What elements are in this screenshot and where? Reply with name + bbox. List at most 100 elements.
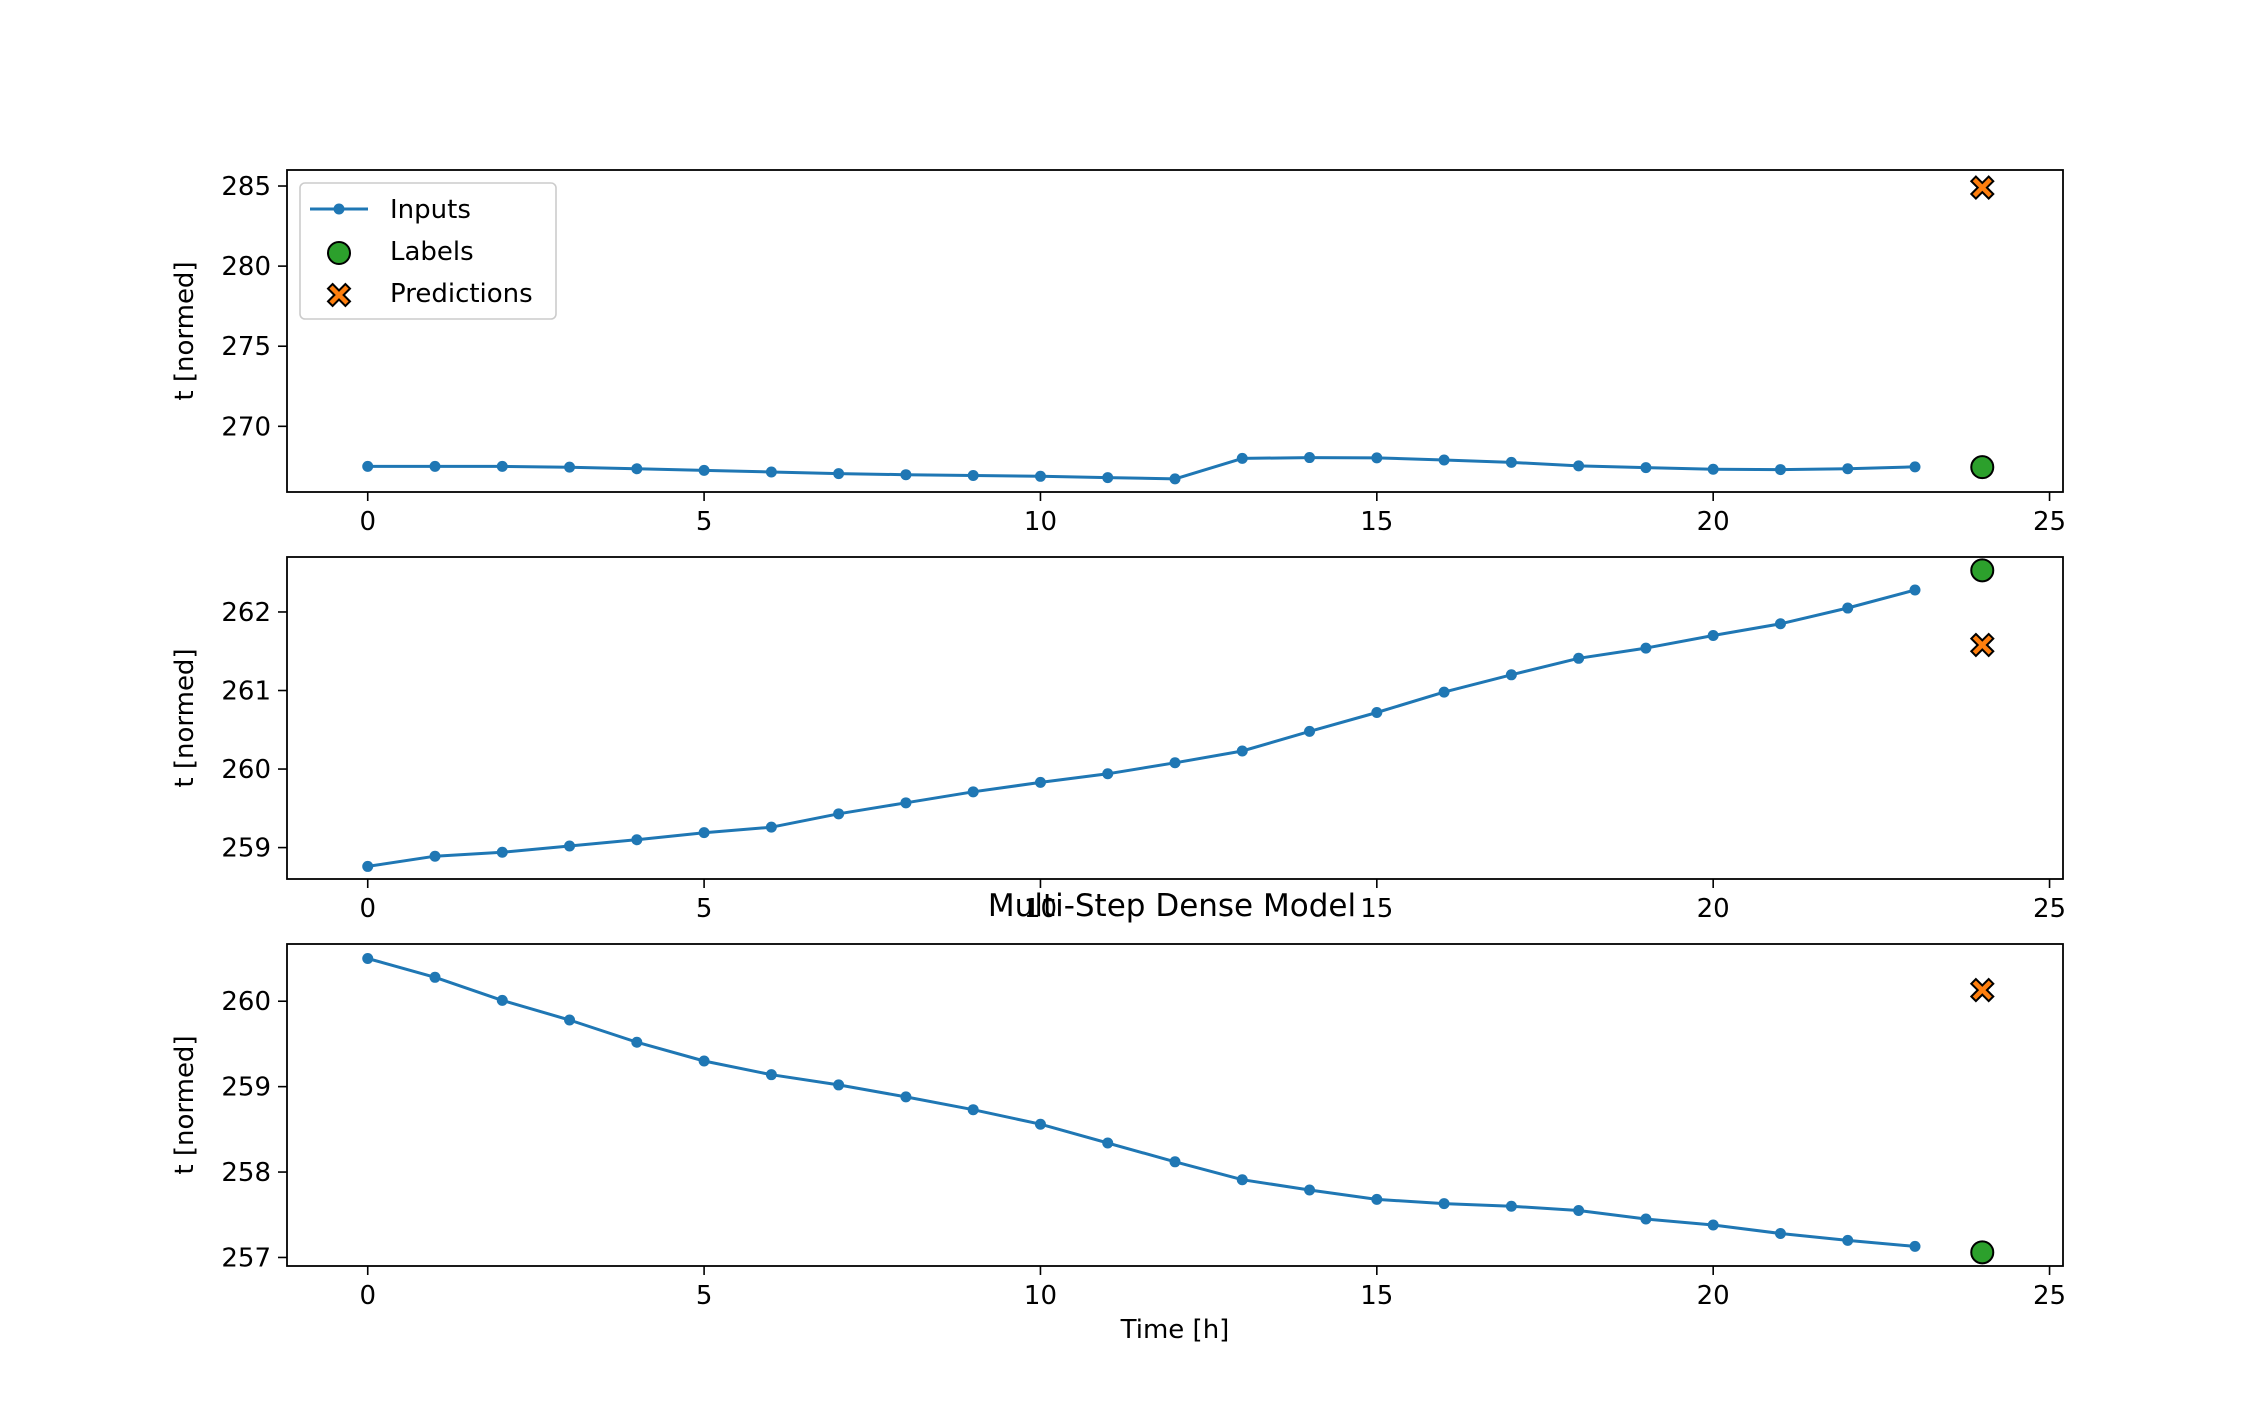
y-axis-label: t [normed] xyxy=(170,261,200,400)
inputs-point xyxy=(1909,1240,1921,1252)
inputs-point xyxy=(1842,602,1854,614)
inputs-point xyxy=(1034,470,1046,482)
inputs-point xyxy=(1304,725,1316,737)
legend-box xyxy=(299,182,557,320)
inputs-point xyxy=(1707,630,1719,642)
inputs-point xyxy=(900,469,912,481)
y-axis-label: t [normed] xyxy=(170,1035,200,1174)
subplot-1: 0 5 10 15 20 25 270 275 280 285 t [normed] Inputs La… xyxy=(170,169,2066,537)
inputs-point xyxy=(1842,463,1854,475)
inputs-point xyxy=(1438,686,1450,698)
inputs-point xyxy=(1842,1234,1854,1246)
inputs-point xyxy=(1573,460,1585,472)
predictions-point xyxy=(1969,175,1995,201)
x-tick-label: 25 xyxy=(2033,507,2066,537)
inputs-point xyxy=(429,971,441,983)
legend-predictions-marker xyxy=(326,282,352,308)
legend-inputs-marker xyxy=(333,203,345,215)
x-tick-label: 15 xyxy=(1360,507,1393,537)
x-tick-label: 25 xyxy=(2033,1281,2066,1311)
subplot-3: 0 5 10 15 20 25 257 258 259 260 t [normed] Time [h] xyxy=(170,943,2066,1345)
inputs-point xyxy=(496,846,508,858)
x-tick-label: 0 xyxy=(359,1281,376,1311)
inputs-point xyxy=(564,840,576,852)
predictions-point xyxy=(1969,632,1995,658)
inputs-point xyxy=(1034,1118,1046,1130)
inputs-point xyxy=(1304,452,1316,464)
inputs-line xyxy=(367,456,1916,481)
inputs-point xyxy=(1304,1184,1316,1196)
inputs-point xyxy=(1774,1228,1786,1240)
inputs-point xyxy=(1909,461,1921,473)
x-tick-label: 0 xyxy=(359,894,376,924)
labels-point xyxy=(1970,455,1995,480)
axes-frame xyxy=(286,169,2064,493)
inputs-point xyxy=(1371,452,1383,464)
y-tick-label: 258 xyxy=(221,1158,271,1188)
inputs-line xyxy=(367,588,1916,868)
legend-labels-marker xyxy=(327,241,351,265)
y-tick-label: 285 xyxy=(221,172,271,202)
inputs-point xyxy=(631,834,643,846)
y-tick-label: 280 xyxy=(221,252,271,282)
inputs-point xyxy=(1034,776,1046,788)
x-tick-label: 20 xyxy=(1697,1281,1730,1311)
x-tick-label: 5 xyxy=(696,507,713,537)
legend: Inputs Labels Predictions xyxy=(299,182,557,320)
inputs-point xyxy=(1102,472,1114,484)
x-tick-label: 10 xyxy=(1024,1281,1057,1311)
legend-entry-labels: Labels xyxy=(390,237,474,267)
y-tick-label: 257 xyxy=(221,1243,271,1273)
inputs-point xyxy=(1707,463,1719,475)
y-tick-label: 275 xyxy=(221,332,271,362)
y-tick-label: 260 xyxy=(221,755,271,785)
inputs-point xyxy=(1640,1213,1652,1225)
axes-frame xyxy=(286,556,2064,880)
x-tick-label: 5 xyxy=(696,1281,713,1311)
axes-frame xyxy=(286,943,2064,1267)
inputs-line xyxy=(367,957,1916,1248)
inputs-point xyxy=(698,827,710,839)
inputs-point xyxy=(1505,669,1517,681)
y-tick-label: 260 xyxy=(221,987,271,1017)
inputs-point xyxy=(900,1091,912,1103)
y-tick-label: 262 xyxy=(221,598,271,628)
predictions-point xyxy=(1969,977,1995,1003)
inputs-point xyxy=(1640,642,1652,654)
inputs-point xyxy=(967,786,979,798)
inputs-point xyxy=(833,468,845,480)
y-tick-label: 261 xyxy=(221,677,271,707)
inputs-point xyxy=(429,460,441,472)
inputs-point xyxy=(1169,1156,1181,1168)
inputs-point xyxy=(1236,452,1248,464)
inputs-point xyxy=(765,1069,777,1081)
inputs-point xyxy=(496,460,508,472)
figure-title: Multi-Step Dense Model xyxy=(988,888,1356,924)
inputs-point xyxy=(362,953,374,965)
inputs-point xyxy=(1236,1174,1248,1186)
inputs-point xyxy=(900,797,912,809)
inputs-point xyxy=(1371,707,1383,719)
inputs-point xyxy=(1438,1198,1450,1210)
inputs-point xyxy=(698,464,710,476)
inputs-point xyxy=(967,1104,979,1116)
subplot-2: 0 5 10 15 20 25 259 260 261 262 t [normed] xyxy=(170,556,2066,924)
labels-point xyxy=(1970,1240,1995,1265)
inputs-point xyxy=(1169,757,1181,769)
inputs-point xyxy=(631,1036,643,1048)
inputs-point xyxy=(833,808,845,820)
inputs-point xyxy=(564,461,576,473)
inputs-point xyxy=(564,1014,576,1026)
inputs-point xyxy=(967,469,979,481)
inputs-point xyxy=(1640,462,1652,474)
inputs-point xyxy=(1505,456,1517,468)
x-tick-label: 15 xyxy=(1360,894,1393,924)
inputs-point xyxy=(1169,473,1181,485)
x-tick-label: 20 xyxy=(1697,507,1730,537)
inputs-point xyxy=(1438,454,1450,466)
inputs-point xyxy=(765,466,777,478)
x-axis-label: Time [h] xyxy=(1120,1315,1230,1345)
inputs-point xyxy=(362,860,374,872)
inputs-point xyxy=(1102,768,1114,780)
